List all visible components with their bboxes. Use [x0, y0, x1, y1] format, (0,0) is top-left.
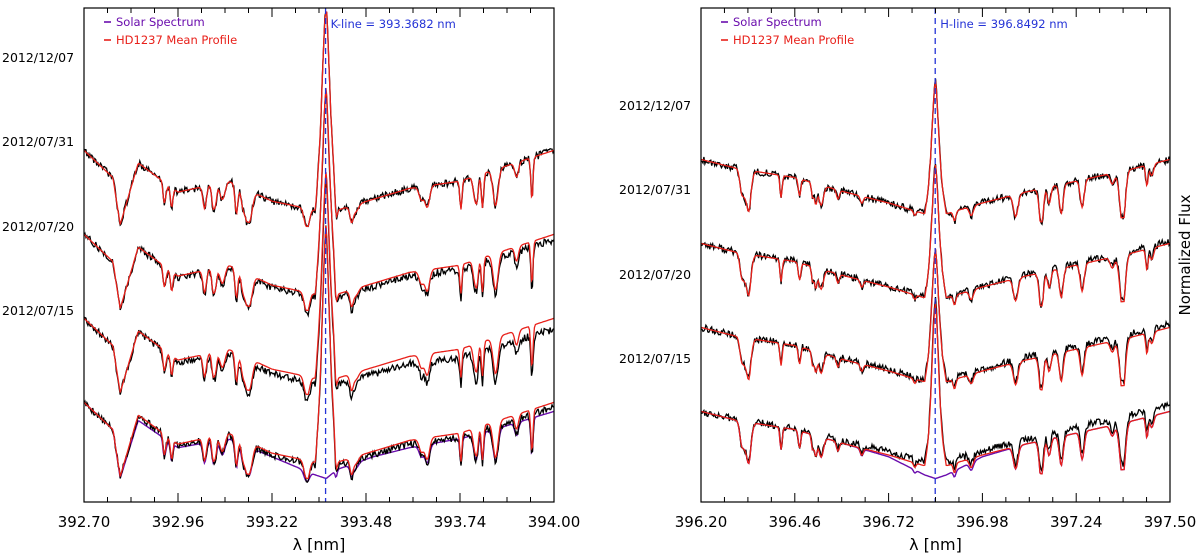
x-tick-label: 396.72: [862, 513, 915, 531]
x-tick-label: 393.48: [340, 513, 393, 531]
x-tick-label: 396.98: [956, 513, 1009, 531]
x-tick-label: 396.20: [675, 513, 728, 531]
mean-profile-line: [84, 171, 554, 396]
x-tick-label: 393.74: [434, 513, 487, 531]
x-tick-label: 392.96: [152, 513, 205, 531]
legend-label: HD1237 Mean Profile: [116, 33, 237, 47]
mean-profile-line: [84, 11, 554, 228]
x-tick-label: 393.22: [246, 513, 299, 531]
date-label: 2012/07/20: [2, 219, 74, 234]
y-axis-label: Normalized Flux: [1176, 194, 1194, 315]
h-line-panel: H-line = 396.8492 nm 396.20 396.46 396.72 39…: [619, 7, 1197, 554]
date-label: 2012/07/15: [619, 351, 691, 366]
legend-label: Solar Spectrum: [733, 15, 822, 29]
x-tick-label: 392.70: [58, 513, 111, 531]
line-marker-label: H-line = 396.8492 nm: [940, 17, 1068, 31]
date-label: 2012/07/31: [2, 134, 74, 149]
observed-spectrum-line: [701, 163, 1170, 308]
legend-label: Solar Spectrum: [116, 15, 205, 29]
mean-profile-line: [84, 87, 554, 312]
observed-spectrum-line: [701, 297, 1170, 472]
mean-profile-line: [84, 226, 554, 480]
x-tick-label: 394.00: [528, 513, 581, 531]
x-tick-label: 397.24: [1050, 513, 1103, 531]
date-label: 2012/12/07: [619, 98, 691, 113]
x-tick-label: 397.50: [1144, 513, 1197, 531]
date-label: 2012/07/20: [619, 267, 691, 282]
x-axis-label: λ [nm]: [909, 535, 962, 554]
spectra-lines: [84, 10, 554, 484]
x-axis-label: λ [nm]: [293, 535, 346, 554]
date-label: 2012/07/31: [619, 182, 691, 197]
line-marker-label: K-line = 393.3682 nm: [331, 17, 456, 31]
date-label: 2012/07/15: [2, 303, 74, 318]
mean-profile-line: [701, 164, 1170, 307]
legend-label: HD1237 Mean Profile: [733, 33, 854, 47]
k-line-panel: K-line = 393.3682 nm 392.70 392.96 393.22 39…: [2, 7, 581, 554]
x-tick-label: 396.46: [769, 513, 822, 531]
date-label: 2012/12/07: [2, 50, 74, 65]
